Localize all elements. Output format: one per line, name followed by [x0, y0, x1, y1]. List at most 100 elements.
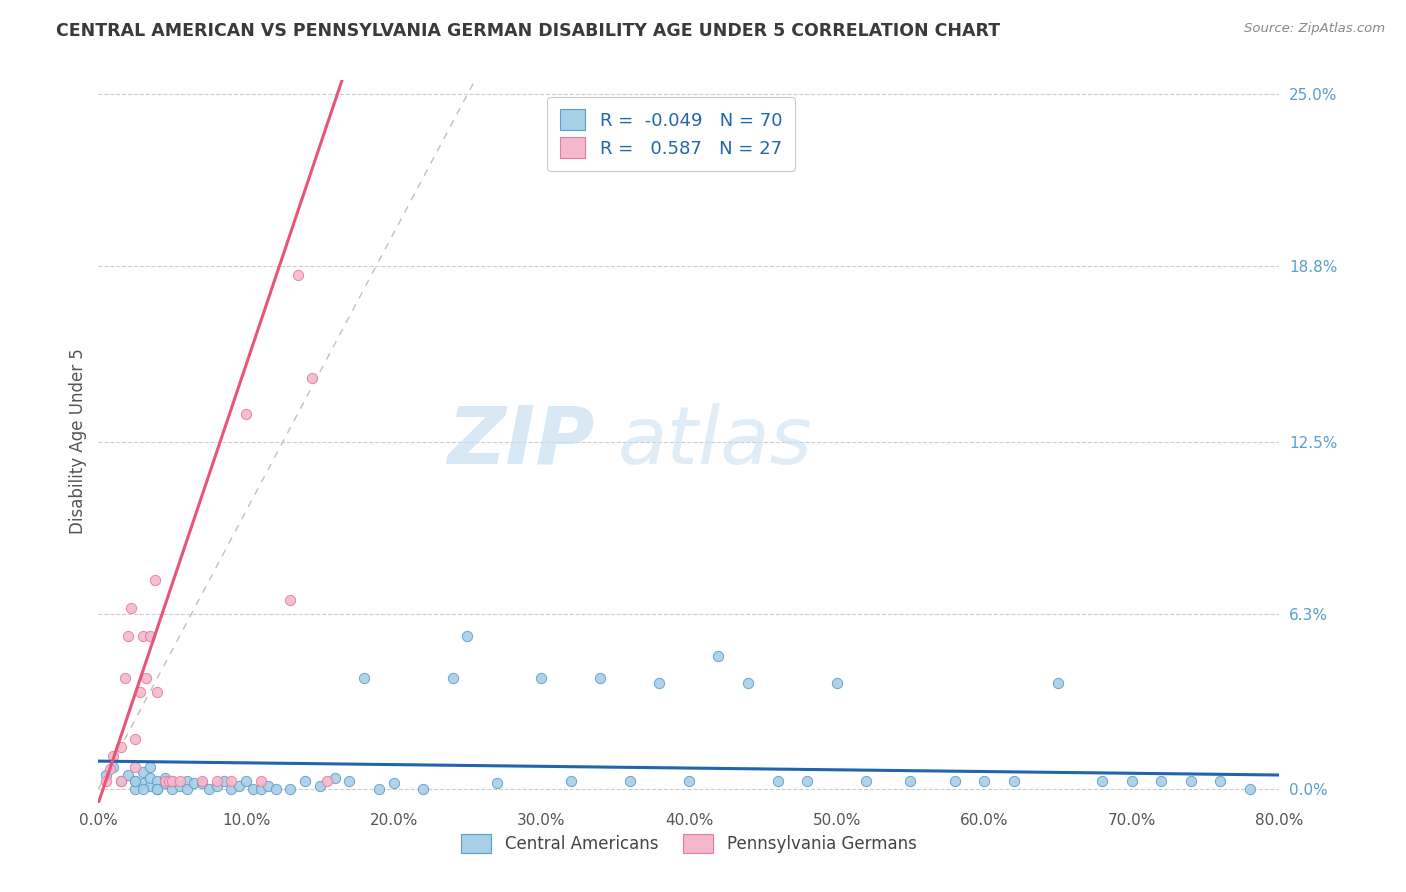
Point	[619, 773, 641, 788]
Point	[855, 773, 877, 788]
Point	[1002, 773, 1025, 788]
Point	[114, 671, 136, 685]
Point	[169, 779, 191, 793]
Point	[94, 773, 117, 788]
Point	[94, 768, 117, 782]
Point	[221, 781, 243, 796]
Point	[103, 760, 125, 774]
Point	[301, 370, 323, 384]
Point	[124, 773, 146, 788]
Point	[294, 773, 316, 788]
Point	[309, 779, 332, 793]
Point	[117, 629, 139, 643]
Point	[228, 779, 250, 793]
Point	[139, 771, 162, 785]
Point	[707, 648, 730, 663]
Point	[1046, 676, 1070, 690]
Point	[139, 779, 162, 793]
Legend: Central Americans, Pennsylvania Germans: Central Americans, Pennsylvania Germans	[454, 827, 924, 860]
Point	[153, 773, 176, 788]
Point	[1209, 773, 1232, 788]
Point	[183, 776, 205, 790]
Point	[162, 773, 183, 788]
Point	[412, 781, 434, 796]
Point	[146, 684, 169, 698]
Point	[191, 773, 214, 788]
Point	[132, 781, 155, 796]
Point	[110, 740, 132, 755]
Point	[287, 268, 309, 282]
Point	[353, 671, 375, 685]
Point	[157, 773, 180, 788]
Point	[139, 629, 162, 643]
Point	[103, 748, 125, 763]
Point	[221, 773, 243, 788]
Point	[205, 773, 228, 788]
Point	[1150, 773, 1173, 788]
Point	[486, 776, 509, 790]
Point	[146, 781, 169, 796]
Point	[900, 773, 922, 788]
Text: Source: ZipAtlas.com: Source: ZipAtlas.com	[1244, 22, 1385, 36]
Point	[110, 773, 132, 788]
Point	[235, 407, 257, 421]
Point	[973, 773, 995, 788]
Point	[124, 781, 146, 796]
Point	[120, 601, 142, 615]
Point	[124, 731, 146, 746]
Point	[530, 671, 553, 685]
Point	[139, 760, 162, 774]
Point	[128, 684, 150, 698]
Point	[146, 773, 169, 788]
Point	[176, 773, 198, 788]
Point	[176, 781, 198, 796]
Point	[264, 781, 287, 796]
Point	[135, 671, 157, 685]
Point	[124, 773, 146, 788]
Text: ZIP: ZIP	[447, 402, 595, 481]
Point	[825, 676, 848, 690]
Point	[117, 768, 139, 782]
Point	[339, 773, 361, 788]
Point	[162, 773, 183, 788]
Point	[153, 771, 176, 785]
Point	[169, 773, 191, 788]
Point	[132, 765, 155, 780]
Point	[257, 779, 280, 793]
Point	[323, 771, 346, 785]
Point	[250, 773, 273, 788]
Point	[280, 593, 302, 607]
Point	[250, 781, 273, 796]
Point	[382, 776, 405, 790]
Point	[280, 781, 302, 796]
Point	[110, 773, 132, 788]
Point	[678, 773, 700, 788]
Point	[124, 760, 146, 774]
Point	[457, 629, 479, 643]
Text: atlas: atlas	[619, 402, 813, 481]
Point	[132, 776, 155, 790]
Point	[1239, 781, 1261, 796]
Point	[146, 781, 169, 796]
Y-axis label: Disability Age Under 5: Disability Age Under 5	[69, 349, 87, 534]
Point	[589, 671, 612, 685]
Point	[1121, 773, 1143, 788]
Point	[560, 773, 582, 788]
Point	[441, 671, 464, 685]
Point	[943, 773, 966, 788]
Point	[162, 781, 183, 796]
Point	[766, 773, 789, 788]
Point	[242, 781, 264, 796]
Point	[796, 773, 818, 788]
Point	[98, 763, 121, 777]
Point	[132, 629, 155, 643]
Point	[212, 773, 235, 788]
Point	[143, 574, 166, 588]
Point	[1091, 773, 1114, 788]
Point	[198, 781, 221, 796]
Text: CENTRAL AMERICAN VS PENNSYLVANIA GERMAN DISABILITY AGE UNDER 5 CORRELATION CHART: CENTRAL AMERICAN VS PENNSYLVANIA GERMAN …	[56, 22, 1000, 40]
Point	[191, 776, 214, 790]
Point	[368, 781, 391, 796]
Point	[737, 676, 759, 690]
Point	[235, 773, 257, 788]
